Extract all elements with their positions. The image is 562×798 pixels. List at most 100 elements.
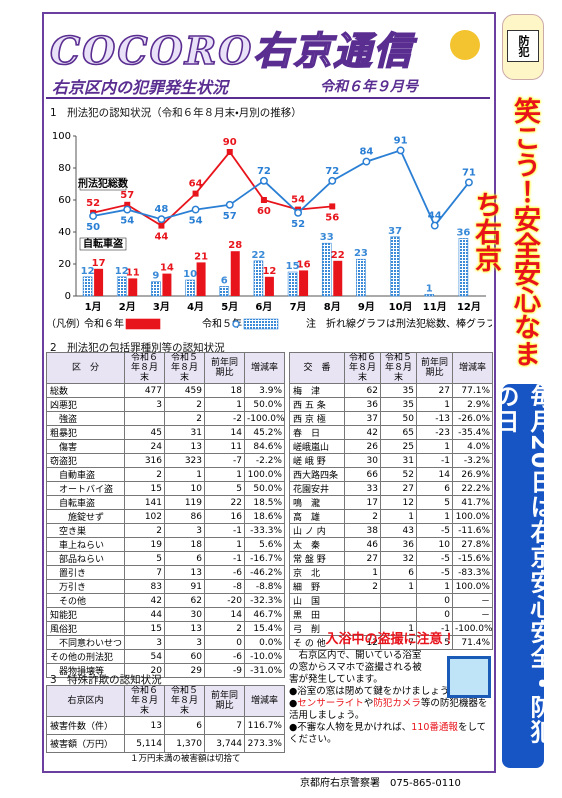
note: １万円未満の被害額は切捨て (130, 754, 241, 764)
badge: 防犯 (507, 30, 539, 62)
cell: 風俗犯 (46, 621, 125, 636)
cell: 1 (204, 537, 245, 552)
cell: 自転車盗 (46, 495, 125, 510)
bar (219, 286, 230, 297)
cell: 13 (164, 565, 205, 580)
cell: 14 (416, 467, 453, 482)
cell: 15 (124, 481, 165, 496)
data-label: 56 (325, 212, 339, 223)
marker (328, 176, 337, 185)
data-label: 52 (291, 219, 305, 230)
cell: 33 (344, 481, 381, 496)
cell: 花園安井 (289, 481, 345, 496)
row: 万引き 83 91 -8 -8.8% (46, 579, 285, 594)
data-label: 37 (388, 226, 402, 237)
data-label: 64 (189, 179, 203, 190)
row: オートバイ盗 15 10 5 50.0% (46, 481, 285, 496)
row: 凶悪犯 3 2 1 50.0% (46, 397, 285, 412)
cell: 空き巣 (46, 523, 125, 538)
y-tick-label: 60 (58, 195, 71, 206)
cell: -3.2% (452, 453, 493, 468)
row: 山 国 0 － (289, 593, 493, 608)
cell: 24 (124, 439, 165, 454)
cell: 477 (124, 383, 165, 398)
cell: 総数 (46, 383, 125, 398)
data-label: 14 (160, 263, 174, 274)
cell: 27 (380, 481, 417, 496)
cell: 山 ノ 内 (289, 523, 345, 538)
row: 施錠せず 102 86 16 18.6% (46, 509, 285, 524)
cell: 36 (380, 537, 417, 552)
cell: 50.0% (244, 397, 285, 412)
row: 太 秦 46 36 10 27.8% (289, 537, 493, 552)
cell: -11.6% (452, 523, 493, 538)
row: 春 日 42 65 -23 -35.4% (289, 425, 493, 440)
cell (380, 593, 417, 608)
bar (390, 236, 400, 297)
legend-marker (232, 320, 240, 328)
cell: 16 (204, 509, 245, 524)
header-cell: 令和５年８月末 (164, 685, 205, 717)
cell: 13 (124, 716, 165, 735)
cell: 11 (204, 439, 245, 454)
chart: 0 20 40 60 80 100 1月 2月 3月 4月 5月 6月 7月 8月 9月 10月 11月 12月 刑… (46, 131, 492, 330)
cell: 100.0% (244, 467, 285, 482)
data-label: 12 (115, 266, 129, 277)
moon (450, 30, 480, 60)
cell: その他の刑法犯 (46, 649, 125, 664)
cell: -7 (204, 453, 245, 468)
cell: 14 (204, 607, 245, 622)
cell: 6 (380, 565, 417, 580)
marker (329, 203, 336, 210)
data-label: 1 (426, 283, 433, 294)
row: 自転車盗 141 119 22 18.5% (46, 495, 285, 510)
cell: 15.4% (244, 621, 285, 636)
cell: 27 (416, 383, 453, 398)
row: そ の 他 12 7 5 71.4% (289, 635, 493, 650)
cell: -8.8% (244, 579, 285, 594)
cell: 被害件数（件） (46, 716, 125, 735)
cell: -15.6% (452, 551, 493, 566)
bar (264, 276, 274, 296)
line (92, 149, 470, 228)
cell: 36 (344, 397, 381, 412)
header-cell: 令和６年８月末 (344, 352, 381, 384)
cell: 嵯 峨 野 (289, 453, 345, 468)
cell: 50.0% (244, 481, 285, 496)
cell: 3 (164, 523, 205, 538)
header-cell: 令和５年８月末 (164, 352, 205, 384)
bar (253, 260, 264, 297)
data-label: 36 (456, 227, 470, 238)
bullet-text: ● (289, 698, 298, 709)
cell: 71.4% (452, 635, 493, 650)
data-label: 22 (251, 250, 265, 261)
header-cell: 交 番 (289, 352, 345, 384)
cell: 13 (164, 439, 205, 454)
row: 鳴 瀧 17 12 5 41.7% (289, 495, 493, 510)
data-label: 21 (194, 251, 208, 262)
row: 高 雄 2 1 1 100.0% (289, 509, 493, 524)
cell: その他 (46, 593, 125, 608)
bar (321, 242, 332, 297)
cell: 62 (344, 383, 381, 398)
cell: 27.8% (452, 537, 493, 552)
cell: 102 (124, 509, 165, 524)
marker (225, 200, 234, 209)
cell: 31 (380, 453, 417, 468)
cell: 100.0% (452, 509, 493, 524)
cell: -100.0% (244, 411, 285, 426)
row: 山 ノ 内 38 43 -5 -11.6% (289, 523, 493, 538)
row: 西 京 極 37 50 -13 -26.0% (289, 411, 493, 426)
cell (344, 607, 381, 622)
cell: 91 (164, 579, 205, 594)
cell: -83.3% (452, 565, 493, 580)
group-box (79, 177, 127, 191)
data-label: 57 (223, 211, 237, 222)
marker (123, 205, 132, 214)
cell: 35 (380, 383, 417, 398)
bar (287, 271, 298, 297)
cell: 0 (204, 635, 245, 650)
bar (82, 276, 93, 297)
cell: -35.4% (452, 425, 493, 440)
